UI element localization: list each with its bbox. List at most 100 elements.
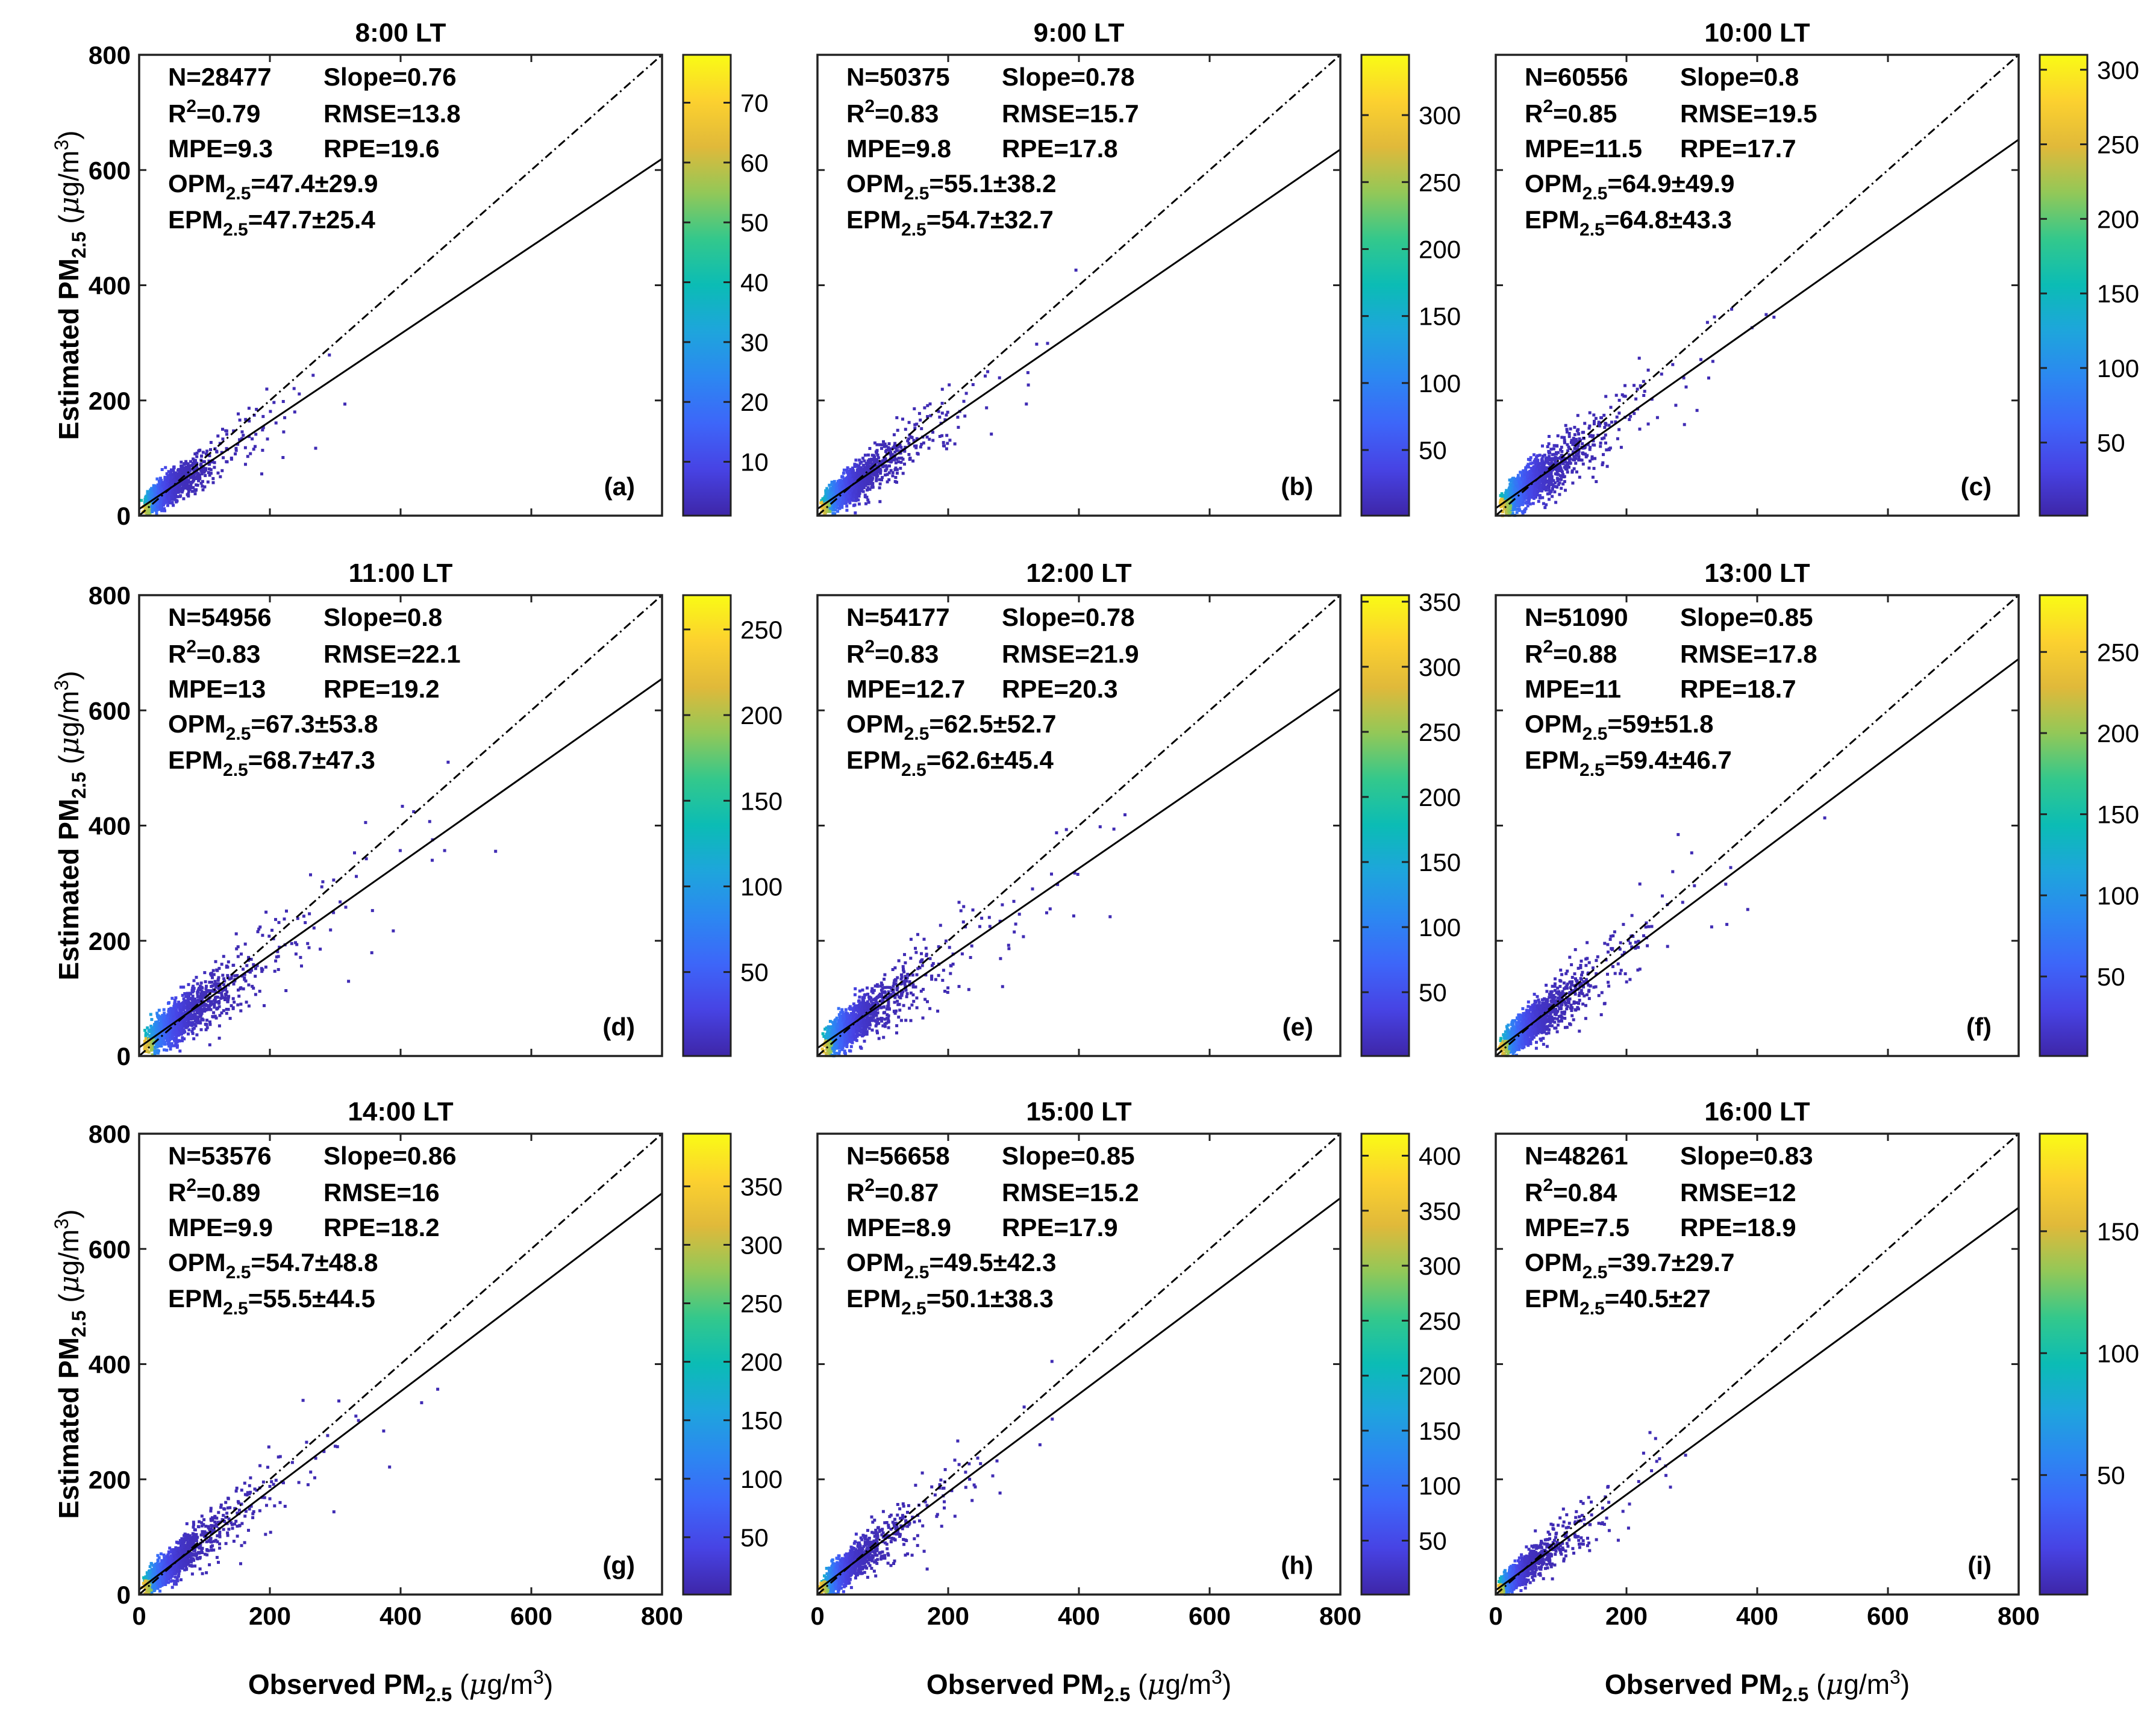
data-point xyxy=(1525,493,1529,496)
data-point xyxy=(242,987,245,991)
data-point xyxy=(1528,493,1531,496)
data-point xyxy=(254,975,257,978)
data-point xyxy=(1519,492,1522,495)
data-point xyxy=(943,418,947,422)
data-point xyxy=(192,984,195,988)
data-point xyxy=(858,458,861,462)
data-point xyxy=(1556,434,1560,437)
data-point xyxy=(209,441,213,444)
data-point xyxy=(1548,451,1552,454)
data-point xyxy=(895,458,898,461)
data-point xyxy=(166,501,170,504)
data-point xyxy=(1507,495,1511,498)
data-point xyxy=(853,489,857,492)
data-point xyxy=(174,996,178,999)
data-point xyxy=(236,945,240,949)
data-point xyxy=(1529,472,1532,475)
data-point xyxy=(274,421,278,425)
data-point xyxy=(853,463,857,466)
data-point xyxy=(204,474,207,477)
data-point xyxy=(169,493,173,497)
data-point xyxy=(157,501,160,504)
data-point xyxy=(899,461,903,464)
data-point xyxy=(890,454,893,458)
data-point xyxy=(849,481,853,484)
data-point xyxy=(1543,461,1546,465)
data-point xyxy=(150,505,154,508)
data-point xyxy=(431,858,434,862)
data-point xyxy=(1590,455,1594,458)
data-point xyxy=(167,492,171,496)
data-point xyxy=(1563,466,1566,469)
data-point xyxy=(1548,492,1551,495)
data-point xyxy=(833,485,836,489)
data-point xyxy=(1514,481,1518,484)
data-point xyxy=(186,992,189,995)
data-point xyxy=(172,504,175,507)
data-point xyxy=(854,496,858,500)
data-point xyxy=(823,495,827,498)
data-point xyxy=(225,433,228,436)
data-point xyxy=(321,880,325,884)
data-point xyxy=(163,480,167,484)
scatter-points xyxy=(143,760,498,1057)
data-point xyxy=(986,370,990,373)
data-point xyxy=(1529,483,1533,487)
data-point xyxy=(857,502,861,506)
data-point xyxy=(181,464,184,467)
data-point xyxy=(161,496,165,499)
data-point xyxy=(183,1037,186,1041)
data-point xyxy=(907,442,911,445)
data-point xyxy=(881,443,884,446)
data-point xyxy=(1534,495,1537,499)
stat-r2-value: =0.85 xyxy=(1553,99,1617,128)
data-point xyxy=(298,392,301,396)
data-point xyxy=(839,497,842,501)
data-point xyxy=(221,437,225,441)
data-point xyxy=(854,475,858,479)
data-point xyxy=(177,1001,181,1004)
data-point xyxy=(199,1028,203,1031)
data-point xyxy=(207,989,210,992)
data-point xyxy=(188,488,192,492)
data-point xyxy=(195,470,198,473)
data-point xyxy=(854,458,858,462)
data-point xyxy=(865,476,869,480)
stat-opm-symbol: OPM xyxy=(168,169,226,198)
data-point xyxy=(1511,487,1514,490)
data-point xyxy=(1548,462,1551,465)
data-point xyxy=(178,495,182,498)
data-point xyxy=(861,457,864,460)
data-point xyxy=(1526,458,1530,461)
data-point xyxy=(208,1043,211,1046)
data-point xyxy=(893,468,897,472)
data-point xyxy=(216,471,220,475)
data-point xyxy=(145,506,148,510)
data-point xyxy=(1548,455,1551,458)
data-point xyxy=(1558,493,1561,496)
data-point xyxy=(1529,485,1533,489)
data-point xyxy=(1593,443,1596,447)
data-point xyxy=(913,445,916,448)
data-point xyxy=(1634,397,1638,401)
data-point xyxy=(1557,483,1560,486)
data-point xyxy=(1523,482,1527,485)
data-point xyxy=(1552,444,1556,448)
data-point xyxy=(205,452,208,456)
data-point xyxy=(1555,476,1559,480)
data-point xyxy=(857,487,861,491)
data-point xyxy=(217,967,221,970)
data-point xyxy=(1563,440,1566,444)
data-point xyxy=(224,429,228,433)
data-point xyxy=(1586,443,1590,446)
data-point xyxy=(897,460,901,464)
data-point xyxy=(158,476,162,480)
data-point xyxy=(825,509,829,513)
data-point xyxy=(887,478,891,481)
data-point xyxy=(243,978,246,981)
data-point xyxy=(1620,393,1624,396)
data-point xyxy=(160,498,163,501)
data-point xyxy=(1511,492,1514,496)
data-point xyxy=(1628,418,1631,421)
data-point xyxy=(833,487,837,491)
